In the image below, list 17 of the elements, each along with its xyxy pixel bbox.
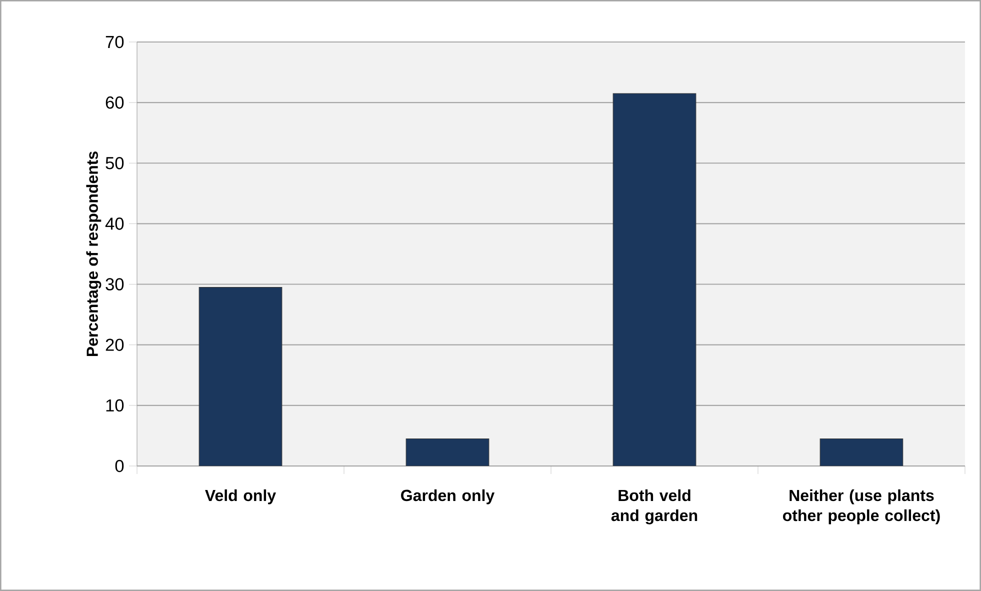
y-axis-title: Percentage of respondents bbox=[86, 152, 102, 356]
y-tick-label: 70 bbox=[106, 36, 124, 48]
y-tick-label: 50 bbox=[106, 156, 124, 170]
bar bbox=[406, 438, 490, 466]
bar bbox=[198, 287, 282, 466]
y-tick-label: 10 bbox=[106, 399, 124, 412]
y-tick-label: 0 bbox=[115, 460, 124, 472]
x-tick-label: Neither (use plants other people collect) bbox=[783, 489, 940, 524]
x-tick-label: Garden only bbox=[401, 489, 495, 504]
y-tick-label: 60 bbox=[106, 96, 124, 109]
y-tick-label: 40 bbox=[105, 218, 124, 230]
bar bbox=[612, 93, 696, 466]
x-tick-label: Veld only bbox=[205, 489, 276, 504]
x-tick-label: Both veld and garden bbox=[611, 489, 698, 524]
y-tick-label: 30 bbox=[106, 278, 124, 290]
y-tick-label: 20 bbox=[106, 338, 124, 351]
bar bbox=[820, 438, 904, 466]
